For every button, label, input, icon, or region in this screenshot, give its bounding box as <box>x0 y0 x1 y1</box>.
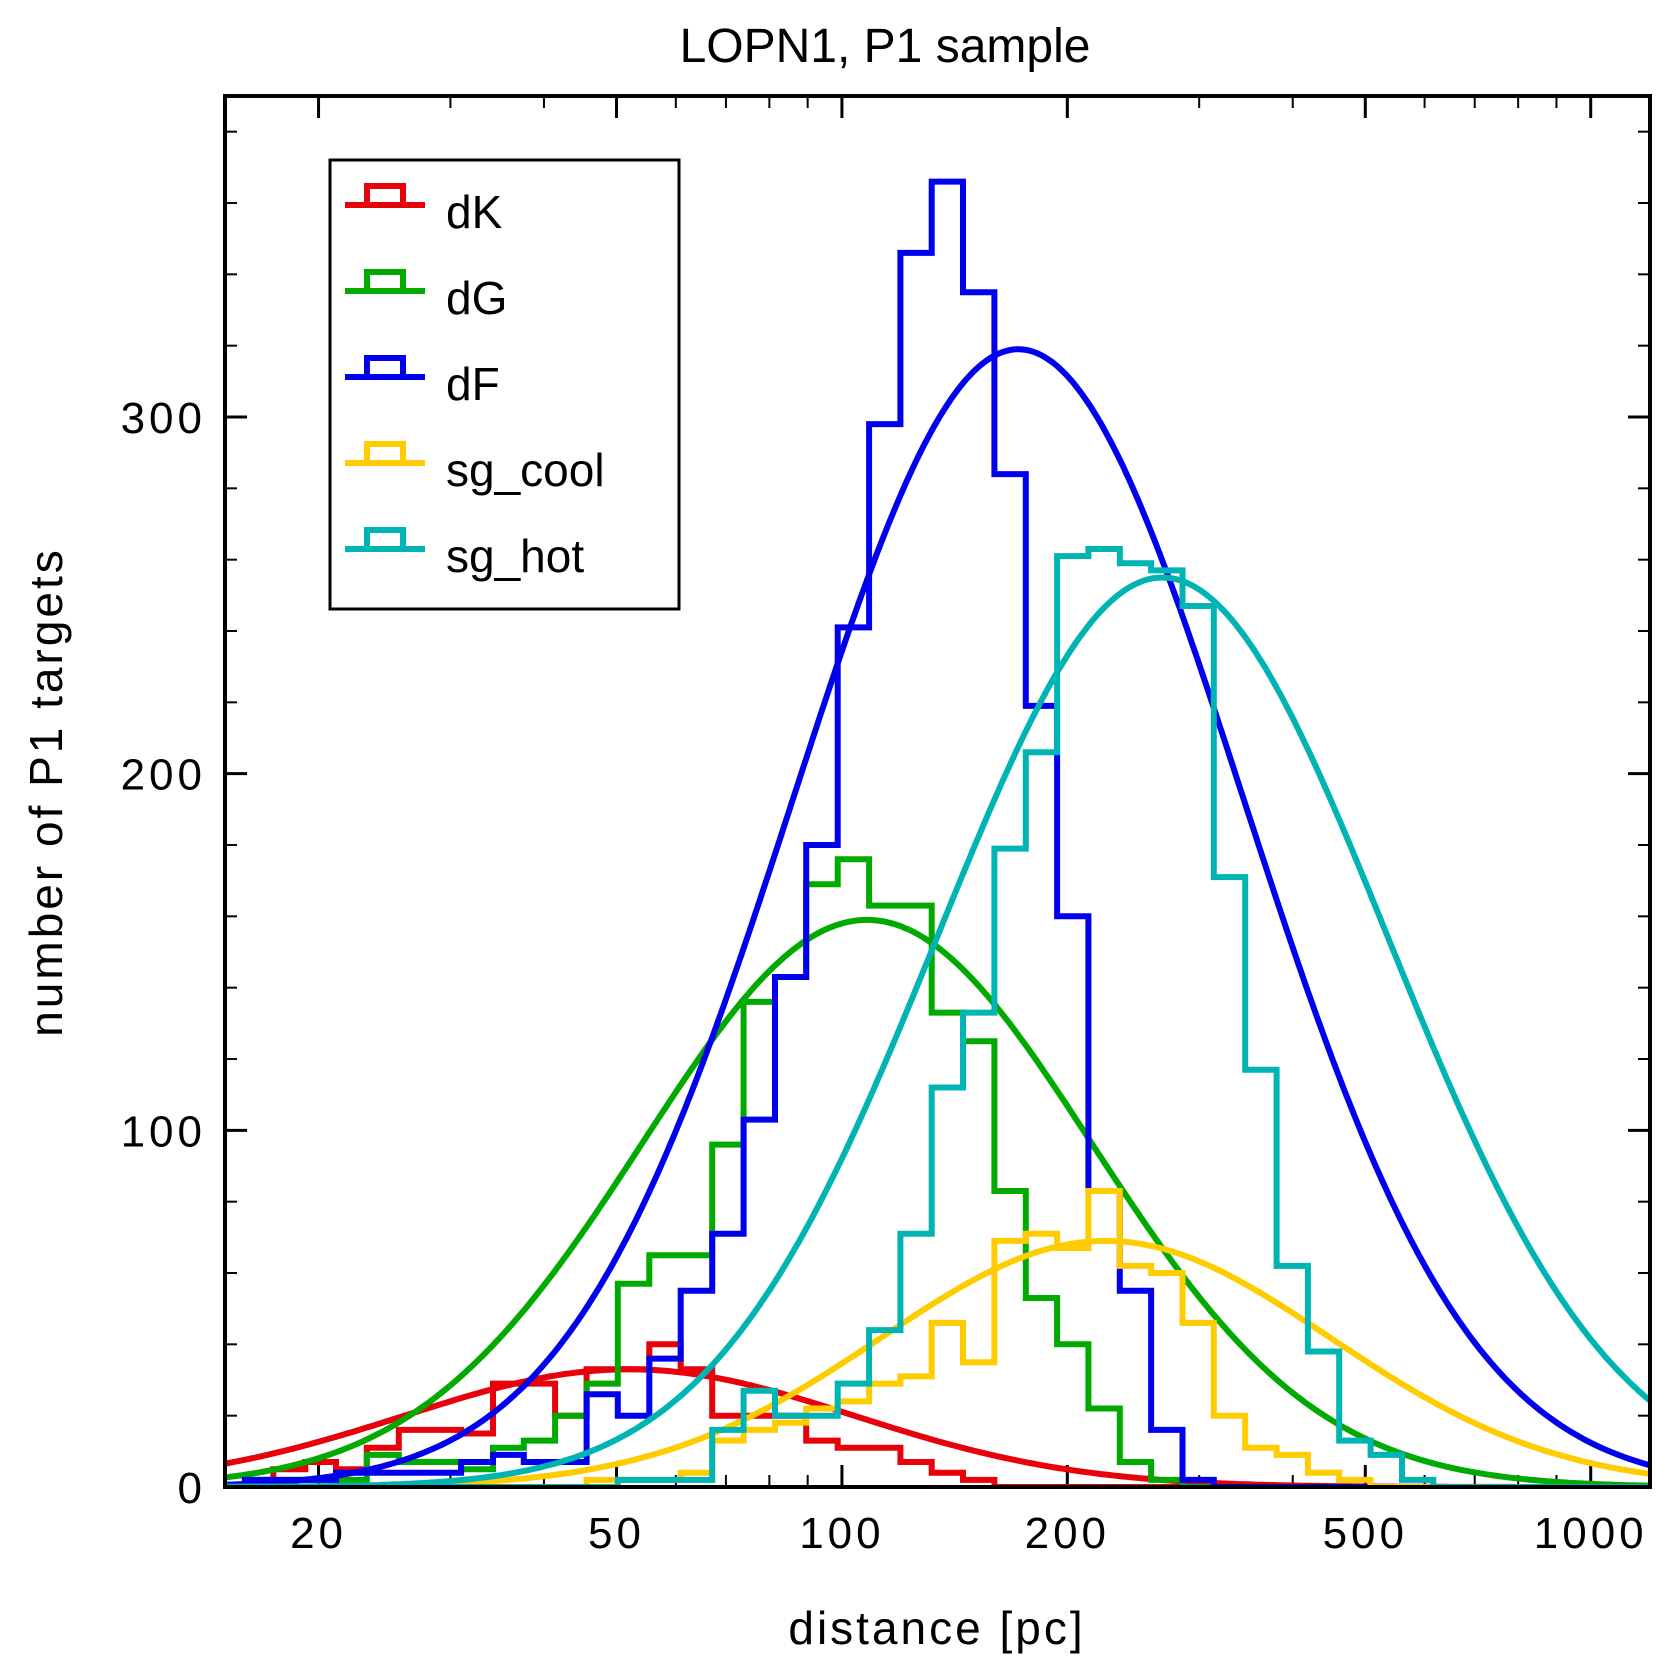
x-tick-label: 200 <box>1025 1509 1110 1558</box>
histogram-sg-hot <box>241 546 1650 1487</box>
fit-curve-dg <box>225 916 1650 1487</box>
chart-title: LOPN1, P1 sample <box>680 20 1091 73</box>
y-axis-label: number of P1 targets <box>20 547 72 1037</box>
legend-item-sg-hot: sg_hot <box>345 527 584 582</box>
legend-label: dG <box>446 272 507 324</box>
x-tick-label: 1000 <box>1534 1509 1648 1558</box>
y-tick-label: 300 <box>121 394 206 443</box>
legend-label: dF <box>446 358 500 410</box>
histogram-dk <box>241 1341 1650 1487</box>
tick-labels: 20 50 100 200 500 1000 0 100 200 300 <box>121 394 1648 1558</box>
series-layer <box>225 178 1650 1487</box>
x-tick-label: 50 <box>588 1509 645 1558</box>
y-tick-label: 100 <box>121 1107 206 1156</box>
x-axis-label: distance [pc] <box>788 1602 1085 1654</box>
legend-label: dK <box>446 186 503 238</box>
x-tick-label: 100 <box>799 1509 884 1558</box>
legend-box <box>328 158 681 611</box>
fit-curve-df <box>225 346 1650 1487</box>
x-tick-label: 20 <box>290 1509 347 1558</box>
legend-swatch <box>345 269 425 294</box>
legend-item-df: dF <box>345 355 500 410</box>
fit-curve-sg-cool <box>225 1237 1650 1487</box>
legend-swatch <box>345 183 425 208</box>
legend-item-dk: dK <box>345 183 503 238</box>
legend: dK dG dF sg_cool sg_hot <box>328 158 681 611</box>
y-tick-label: 0 <box>178 1464 206 1513</box>
legend-swatch <box>345 441 425 466</box>
x-tick-label: 500 <box>1323 1509 1408 1558</box>
histogram-dg <box>241 856 1650 1487</box>
legend-item-dg: dG <box>345 269 507 324</box>
fit-curve-sg-hot <box>225 574 1650 1487</box>
plot-frame <box>223 94 1652 1489</box>
legend-swatch <box>345 527 425 552</box>
y-tick-label: 200 <box>121 751 206 800</box>
legend-label: sg_hot <box>446 530 584 582</box>
histogram-sg-cool <box>241 1188 1650 1487</box>
legend-label: sg_cool <box>446 444 605 496</box>
legend-item-sg-cool: sg_cool <box>345 441 605 496</box>
legend-swatch <box>345 355 425 380</box>
histogram-df <box>241 178 1650 1487</box>
